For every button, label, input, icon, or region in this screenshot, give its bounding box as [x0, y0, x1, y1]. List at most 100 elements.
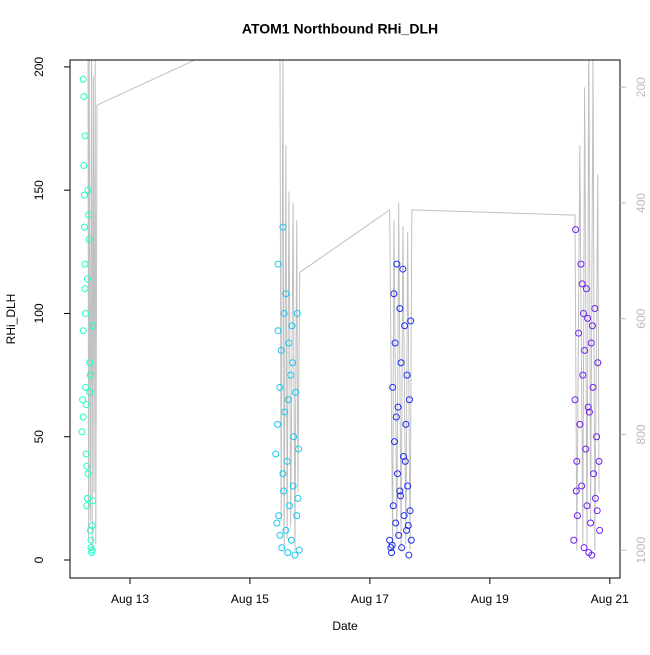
- point: [405, 551, 413, 559]
- point: [591, 494, 599, 502]
- point: [89, 497, 97, 505]
- point: [82, 309, 90, 317]
- point: [406, 507, 414, 515]
- point: [392, 413, 400, 421]
- point: [274, 327, 282, 335]
- point: [83, 462, 91, 470]
- point: [571, 396, 579, 404]
- point: [288, 322, 296, 330]
- point: [396, 492, 404, 500]
- point: [594, 359, 602, 367]
- x-tick-label: Aug 15: [231, 592, 269, 606]
- point: [284, 396, 292, 404]
- point: [575, 329, 583, 337]
- point: [579, 371, 587, 379]
- point: [81, 132, 89, 140]
- point: [289, 359, 297, 367]
- point: [290, 433, 298, 441]
- point: [403, 371, 411, 379]
- point: [399, 452, 407, 460]
- point: [276, 531, 284, 539]
- point: [576, 420, 584, 428]
- point: [85, 235, 93, 243]
- point: [86, 371, 94, 379]
- point: [582, 445, 590, 453]
- x-tick-label: Aug 17: [351, 592, 389, 606]
- point: [591, 305, 599, 313]
- y2-tick-label: 1000: [634, 537, 648, 564]
- point: [402, 526, 410, 534]
- point: [579, 309, 587, 317]
- point: [278, 544, 286, 552]
- point: [572, 487, 580, 495]
- y-axis-label: RHi_DLH: [4, 294, 18, 345]
- point: [279, 223, 287, 231]
- point: [294, 494, 302, 502]
- point: [407, 317, 415, 325]
- point: [390, 438, 398, 446]
- y-tick-label: 50: [32, 430, 46, 444]
- point: [596, 526, 604, 534]
- point: [580, 544, 588, 552]
- point: [577, 260, 585, 268]
- point: [79, 75, 87, 83]
- point: [275, 512, 283, 520]
- point: [285, 339, 293, 347]
- point: [279, 470, 287, 478]
- point: [593, 507, 601, 515]
- point: [274, 420, 282, 428]
- y2-tick-label: 600: [634, 308, 648, 328]
- point: [88, 546, 96, 554]
- point: [287, 536, 295, 544]
- point: [82, 450, 90, 458]
- point: [80, 162, 88, 170]
- point: [401, 457, 409, 465]
- point: [286, 502, 294, 510]
- point: [295, 445, 303, 453]
- point: [79, 413, 87, 421]
- y-tick-label: 100: [32, 303, 46, 323]
- point: [293, 512, 301, 520]
- y2-tick-label: 400: [634, 193, 648, 213]
- point: [291, 551, 299, 559]
- point: [80, 191, 88, 199]
- point: [86, 359, 94, 367]
- point: [80, 92, 88, 100]
- point: [86, 526, 94, 534]
- point: [593, 433, 601, 441]
- y2-tick-label: 800: [634, 424, 648, 444]
- point: [84, 470, 92, 478]
- point: [399, 265, 407, 273]
- point: [583, 502, 591, 510]
- point: [405, 396, 413, 404]
- point: [573, 457, 581, 465]
- point: [277, 346, 285, 354]
- point: [281, 408, 289, 416]
- y-tick-label: 200: [32, 57, 46, 77]
- point: [283, 457, 291, 465]
- point: [394, 403, 402, 411]
- point: [273, 519, 281, 527]
- point: [404, 482, 412, 490]
- x-tick-label: Aug 21: [591, 592, 629, 606]
- point: [400, 512, 408, 520]
- point: [274, 260, 282, 268]
- point: [287, 371, 295, 379]
- point: [590, 470, 598, 478]
- chart-title: ATOM1 Northbound RHi_DLH: [242, 21, 438, 37]
- point: [573, 512, 581, 520]
- plot-area: [78, 60, 604, 559]
- point: [402, 420, 410, 428]
- point: [282, 290, 290, 298]
- point: [578, 280, 586, 288]
- point: [81, 260, 89, 268]
- point: [84, 186, 92, 194]
- point: [280, 309, 288, 317]
- point: [578, 482, 586, 490]
- point: [276, 383, 284, 391]
- y2-tick-label: 200: [634, 77, 648, 97]
- point: [390, 290, 398, 298]
- point: [88, 521, 96, 529]
- point: [397, 359, 405, 367]
